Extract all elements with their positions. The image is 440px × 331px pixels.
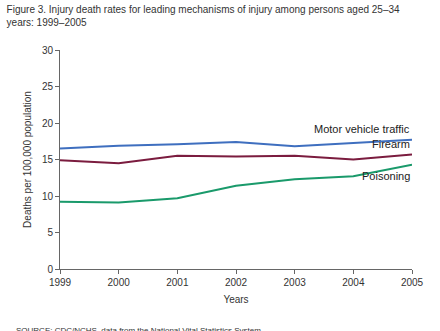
svg-text:2003: 2003 [284,277,307,288]
svg-text:2004: 2004 [342,277,365,288]
svg-text:25: 25 [42,81,54,92]
svg-text:Deaths per 100,000 population: Deaths per 100,000 population [22,91,33,228]
svg-text:0: 0 [47,264,53,275]
svg-text:10: 10 [42,191,54,202]
svg-text:2000: 2000 [108,277,131,288]
svg-text:5: 5 [47,227,53,238]
svg-text:SOURCE: CDC/NCHS, data from th: SOURCE: CDC/NCHS, data from the National… [16,326,263,331]
svg-text:Years: Years [223,294,248,305]
svg-text:Motor vehicle traffic: Motor vehicle traffic [314,123,410,135]
svg-text:1999: 1999 [49,277,72,288]
svg-text:Figure 3. Injury death rates f: Figure 3. Injury death rates for leading… [7,4,400,28]
svg-text:Firearm: Firearm [372,138,410,150]
svg-text:2002: 2002 [225,277,248,288]
svg-text:2005: 2005 [401,277,424,288]
svg-text:15: 15 [42,154,54,165]
svg-text:20: 20 [42,118,54,129]
svg-text:30: 30 [42,45,54,56]
svg-text:Poisoning: Poisoning [362,170,410,182]
svg-text:2001: 2001 [166,277,189,288]
